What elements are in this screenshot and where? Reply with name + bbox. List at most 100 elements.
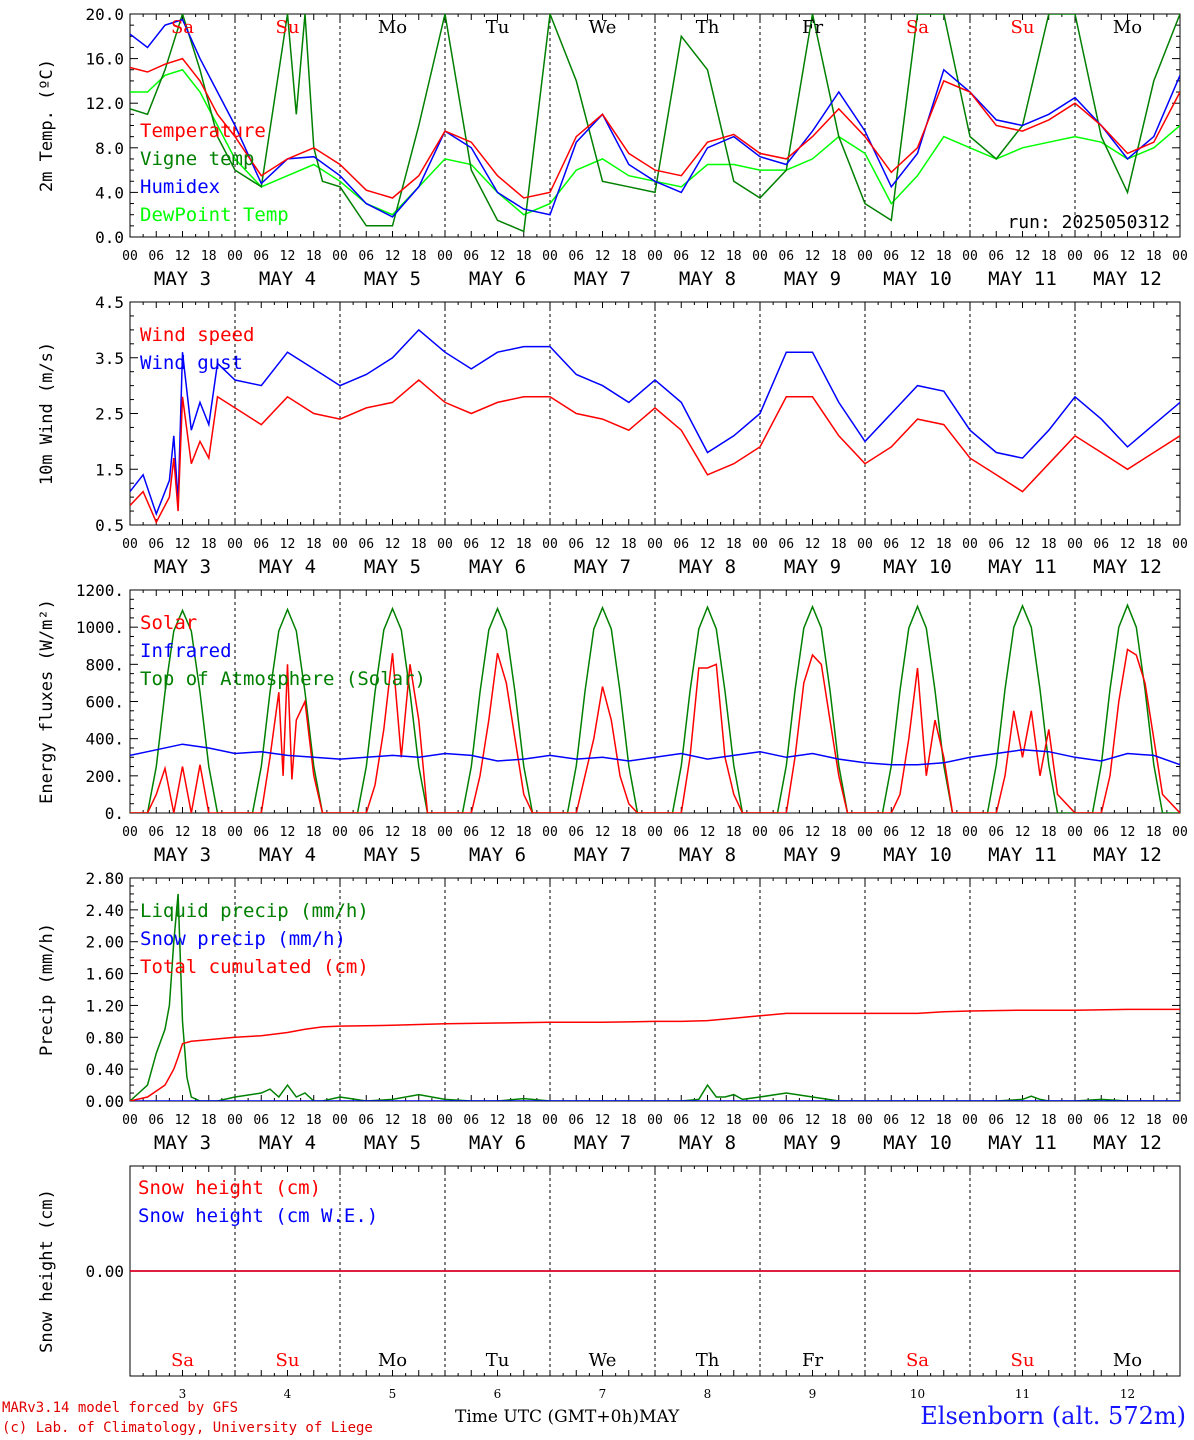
date-label: MAY 8 <box>679 844 736 866</box>
hour-tick-label: 18 <box>1146 537 1162 552</box>
hour-tick-label: 00 <box>1172 1113 1188 1128</box>
hour-tick-label: 18 <box>1041 537 1057 552</box>
hour-tick-label: 00 <box>962 825 978 840</box>
hour-tick-label: 00 <box>332 825 348 840</box>
hour-tick-label: 06 <box>1093 825 1109 840</box>
y-tick-label: 800. <box>85 655 124 674</box>
hour-tick-label: 06 <box>568 249 584 264</box>
legend-entry: Vigne temp <box>140 148 254 170</box>
hour-tick-label: 00 <box>962 249 978 264</box>
hour-tick-label: 00 <box>1067 1113 1083 1128</box>
hour-tick-label: 00 <box>332 537 348 552</box>
y-axis-label: Precip (mm/h) <box>37 923 57 1056</box>
y-tick-label: 0.00 <box>85 1262 124 1281</box>
y-tick-label: 1000. <box>76 618 124 637</box>
y-tick-label: 8.0 <box>95 139 124 158</box>
hour-tick-label: 18 <box>516 825 532 840</box>
series-line-2-0 <box>130 648 1180 813</box>
series-line-3-0 <box>130 893 1180 1101</box>
hour-tick-label: 12 <box>1015 249 1031 264</box>
hour-tick-label: 12 <box>700 1113 716 1128</box>
day-abbr-bottom: Su <box>1011 1350 1035 1371</box>
hour-tick-label: 18 <box>201 249 217 264</box>
y-tick-label: 2.00 <box>85 933 124 952</box>
day-abbr-bottom: Su <box>276 1350 300 1371</box>
day-number: 5 <box>389 1387 397 1401</box>
date-label: MAY 5 <box>364 268 421 290</box>
hour-tick-label: 12 <box>700 537 716 552</box>
hour-tick-label: 18 <box>831 537 847 552</box>
hour-tick-label: 12 <box>1120 537 1136 552</box>
day-abbr-top: Sa <box>906 17 929 38</box>
hour-tick-label: 06 <box>463 537 479 552</box>
day-abbr-top: Sa <box>171 17 194 38</box>
hour-tick-label: 06 <box>778 1113 794 1128</box>
hour-tick-label: 12 <box>700 825 716 840</box>
hour-tick-label: 00 <box>437 1113 453 1128</box>
hour-tick-label: 18 <box>831 249 847 264</box>
hour-tick-label: 18 <box>621 1113 637 1128</box>
hour-tick-label: 06 <box>673 1113 689 1128</box>
date-label: MAY 7 <box>574 844 631 866</box>
date-label: MAY 6 <box>469 1132 526 1154</box>
hour-tick-label: 06 <box>253 537 269 552</box>
hour-tick-label: 06 <box>568 537 584 552</box>
hour-tick-label: 00 <box>1172 537 1188 552</box>
hour-tick-label: 06 <box>1093 537 1109 552</box>
date-label: MAY 10 <box>883 1132 952 1154</box>
hour-tick-label: 12 <box>1120 825 1136 840</box>
hour-tick-label: 00 <box>1067 249 1083 264</box>
hour-tick-label: 06 <box>148 249 164 264</box>
y-tick-label: 0.0 <box>95 228 124 247</box>
legend-entry: Top of Atmosphere (Solar) <box>140 668 426 690</box>
hour-tick-label: 18 <box>306 1113 322 1128</box>
hour-tick-label: 18 <box>936 825 952 840</box>
y-tick-label: 2.80 <box>85 869 124 888</box>
hour-tick-label: 06 <box>673 825 689 840</box>
hour-tick-label: 12 <box>1015 1113 1031 1128</box>
date-label: MAY 7 <box>574 268 631 290</box>
y-tick-label: 0.80 <box>85 1028 124 1047</box>
hour-tick-label: 12 <box>1120 249 1136 264</box>
date-label: MAY 12 <box>1093 268 1162 290</box>
y-tick-label: 4.0 <box>95 183 124 202</box>
y-tick-label: 4.5 <box>95 293 124 312</box>
hour-tick-label: 12 <box>805 1113 821 1128</box>
hour-tick-label: 18 <box>726 249 742 264</box>
hour-tick-label: 00 <box>752 249 768 264</box>
series-line-2-1 <box>130 743 1180 766</box>
hour-tick-label: 18 <box>516 537 532 552</box>
legend-entry: Snow precip (mm/h) <box>140 928 346 950</box>
hour-tick-label: 06 <box>148 825 164 840</box>
hour-tick-label: 06 <box>778 249 794 264</box>
date-label: MAY 10 <box>883 268 952 290</box>
legend-entry: Liquid precip (mm/h) <box>140 900 369 922</box>
hour-tick-label: 06 <box>778 537 794 552</box>
y-tick-label: 0.5 <box>95 516 124 535</box>
y-tick-label: 1.5 <box>95 460 124 479</box>
hour-tick-label: 18 <box>831 825 847 840</box>
panel-frame-2 <box>129 589 1181 814</box>
day-abbr-bottom: Sa <box>906 1350 929 1371</box>
hour-tick-label: 06 <box>988 537 1004 552</box>
hour-tick-label: 06 <box>358 537 374 552</box>
hour-tick-label: 06 <box>463 249 479 264</box>
hour-tick-label: 00 <box>542 249 558 264</box>
hour-tick-label: 00 <box>122 825 138 840</box>
date-label: MAY 5 <box>364 556 421 578</box>
hour-tick-label: 18 <box>306 249 322 264</box>
date-label: MAY 8 <box>679 268 736 290</box>
date-label: MAY 4 <box>259 268 316 290</box>
hour-tick-label: 00 <box>542 825 558 840</box>
hour-tick-label: 00 <box>227 249 243 264</box>
hour-tick-label: 12 <box>385 249 401 264</box>
model-credit: MARv3.14 model forced by GFS <box>2 1400 239 1416</box>
hour-tick-label: 00 <box>1172 825 1188 840</box>
hour-tick-label: 12 <box>1120 1113 1136 1128</box>
time-axis-label: Time UTC (GMT+0h)MAY <box>455 1407 679 1427</box>
y-tick-label: 1200. <box>76 581 124 600</box>
hour-tick-label: 18 <box>516 249 532 264</box>
hour-tick-label: 18 <box>936 1113 952 1128</box>
date-label: MAY 6 <box>469 268 526 290</box>
day-number: 3 <box>179 1387 187 1401</box>
